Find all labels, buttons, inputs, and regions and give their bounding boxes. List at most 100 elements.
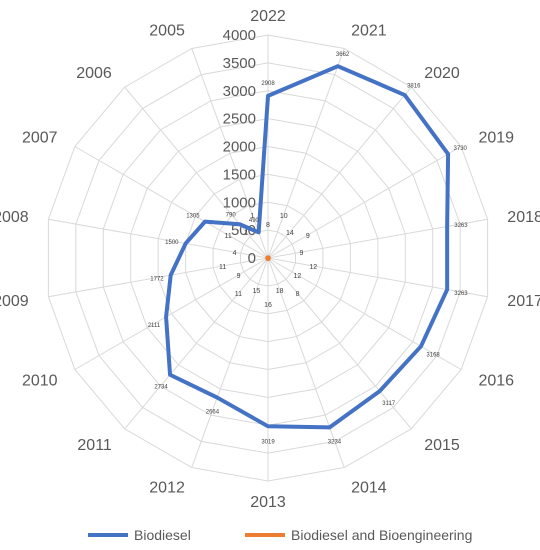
category-label-2017: 2017: [507, 293, 540, 310]
legend-swatch-biodiesel-bioengineering: [245, 533, 285, 537]
radial-tick-label: 3000: [223, 83, 256, 100]
data-label-biodiesel-and-bioengineering: 11: [219, 264, 226, 271]
data-label-biodiesel-and-bioengineering: 1: [244, 230, 248, 237]
data-point-biodiesel[interactable]: [215, 396, 219, 400]
category-label-2014: 2014: [351, 479, 387, 496]
category-label-2020: 2020: [424, 65, 460, 82]
category-label-2012: 2012: [149, 479, 185, 496]
grid-spoke: [124, 86, 269, 259]
grid-spoke: [191, 257, 269, 468]
category-label-2005: 2005: [149, 23, 185, 40]
radial-tick-label: 2000: [223, 139, 256, 156]
grid-spoke: [267, 257, 462, 370]
category-label-2015: 2015: [424, 437, 460, 454]
data-point-biodiesel[interactable]: [168, 373, 172, 377]
grid-spoke: [267, 257, 345, 468]
grid-spoke: [267, 48, 345, 259]
data-point-biodiesel[interactable]: [446, 152, 450, 156]
data-point-biodiesel[interactable]: [164, 315, 168, 319]
data-label-biodiesel: 3263: [454, 291, 468, 297]
data-label-biodiesel: 2734: [154, 384, 168, 390]
data-label-biodiesel: 2111: [148, 323, 161, 329]
data-point-biodiesel[interactable]: [257, 230, 261, 234]
data-point-biodiesel[interactable]: [203, 220, 207, 224]
legend-label-biodiesel: Biodiesel: [134, 527, 191, 543]
data-label-biodiesel-and-bioengineering: 9: [300, 250, 304, 257]
radial-tick-label: 1000: [223, 194, 256, 211]
data-point-biodiesel[interactable]: [328, 425, 332, 429]
data-labels: 2908 3662 3816 3730 3263 3263 3168 3117 3234 3019…: [148, 52, 469, 446]
data-label-biodiesel-and-bioengineering: 11: [225, 233, 232, 240]
data-label-biodiesel-and-bioengineering: 12: [309, 264, 317, 271]
grid-spoke: [48, 257, 269, 298]
legend-item-biodiesel-bioengineering[interactable]: Biodiesel and Bioengineering: [245, 520, 472, 550]
data-label-biodiesel-and-bioengineering: 8: [296, 291, 300, 298]
data-point-biodiesel[interactable]: [266, 424, 270, 428]
data-label-biodiesel: 3730: [454, 146, 468, 152]
grid-spoke: [124, 257, 269, 430]
category-label-2016: 2016: [478, 373, 514, 390]
data-label-biodiesel: 3168: [426, 352, 440, 358]
data-label-biodiesel: 1500: [165, 240, 179, 246]
data-label-biodiesel: 1772: [150, 277, 164, 283]
grid-spoke: [191, 48, 269, 259]
legend-swatch-biodiesel: [88, 533, 128, 537]
category-label-2011: 2011: [77, 437, 112, 454]
category-label-2019: 2019: [478, 130, 514, 147]
legend-label-biodiesel-bioengineering: Biodiesel and Bioengineering: [291, 527, 473, 543]
grid-spoke: [267, 86, 412, 259]
series-layer: [164, 64, 451, 430]
data-label-biodiesel: 3816: [407, 83, 421, 89]
data-label-biodiesel: 3662: [336, 52, 350, 58]
grid-spoke: [48, 218, 269, 259]
data-point-biodiesel[interactable]: [403, 93, 407, 97]
grid-spoke: [267, 218, 488, 259]
category-labels: 2022 2021 2020 2019 2018 2017 2016 2015 2014 2013…: [0, 8, 540, 511]
data-label-biodiesel-and-bioengineering: 4: [233, 250, 237, 257]
radial-tick-label: 2500: [223, 111, 256, 128]
category-label-2009: 2009: [0, 293, 29, 310]
data-point-biodiesel[interactable]: [184, 241, 188, 245]
data-point-biodiesel[interactable]: [238, 222, 242, 226]
data-point-biodiesel[interactable]: [445, 224, 449, 228]
category-label-2007: 2007: [22, 130, 58, 147]
data-point-biodiesel[interactable]: [445, 288, 449, 292]
category-label-2010: 2010: [22, 373, 58, 390]
category-label-2018: 2018: [507, 209, 540, 226]
data-label-biodiesel-and-bioengineering: 10: [280, 213, 288, 220]
radial-tick-label: 1500: [223, 166, 256, 183]
data-point-biodiesel-and-bioengineering[interactable]: [265, 255, 270, 260]
data-label-biodiesel: 2664: [206, 410, 220, 416]
data-point-biodiesel[interactable]: [169, 273, 173, 277]
data-point-biodiesel[interactable]: [266, 94, 270, 98]
data-point-biodiesel[interactable]: [378, 389, 382, 393]
data-label-biodiesel-and-bioengineering: 12: [294, 273, 302, 280]
data-label-biodiesel: 3019: [261, 439, 275, 445]
data-label-biodiesel-and-bioengineering: 1: [250, 213, 254, 220]
data-point-biodiesel[interactable]: [336, 64, 340, 68]
data-label-biodiesel: 2908: [261, 81, 275, 87]
data-label-biodiesel-and-bioengineering: 11: [235, 291, 242, 298]
data-label-biodiesel: 790: [226, 213, 237, 219]
data-label-biodiesel: 3263: [454, 223, 468, 229]
data-point-biodiesel[interactable]: [419, 344, 423, 348]
category-label-2022: 2022: [250, 8, 286, 25]
series-line-biodiesel[interactable]: [164, 64, 451, 430]
data-label-biodiesel: 3117: [382, 401, 396, 407]
legend-item-biodiesel[interactable]: Biodiesel: [88, 520, 191, 550]
radial-tick-label: 3500: [223, 55, 256, 72]
data-label-biodiesel-and-bioengineering: 9: [237, 273, 241, 280]
grid-spoke: [267, 257, 412, 430]
grid-spoke: [74, 146, 269, 259]
grid-spoke: [267, 146, 462, 259]
category-label-2021: 2021: [351, 23, 387, 40]
radial-tick-label: 4000: [223, 27, 256, 44]
data-label-biodiesel: 490: [249, 218, 260, 224]
grid-spoke: [74, 257, 269, 370]
grid-spoke: [267, 257, 488, 298]
data-label-biodiesel: 1305: [186, 214, 200, 220]
data-label-biodiesel-and-bioengineering: 15: [252, 288, 260, 295]
radial-tick-label: 0: [248, 250, 256, 267]
